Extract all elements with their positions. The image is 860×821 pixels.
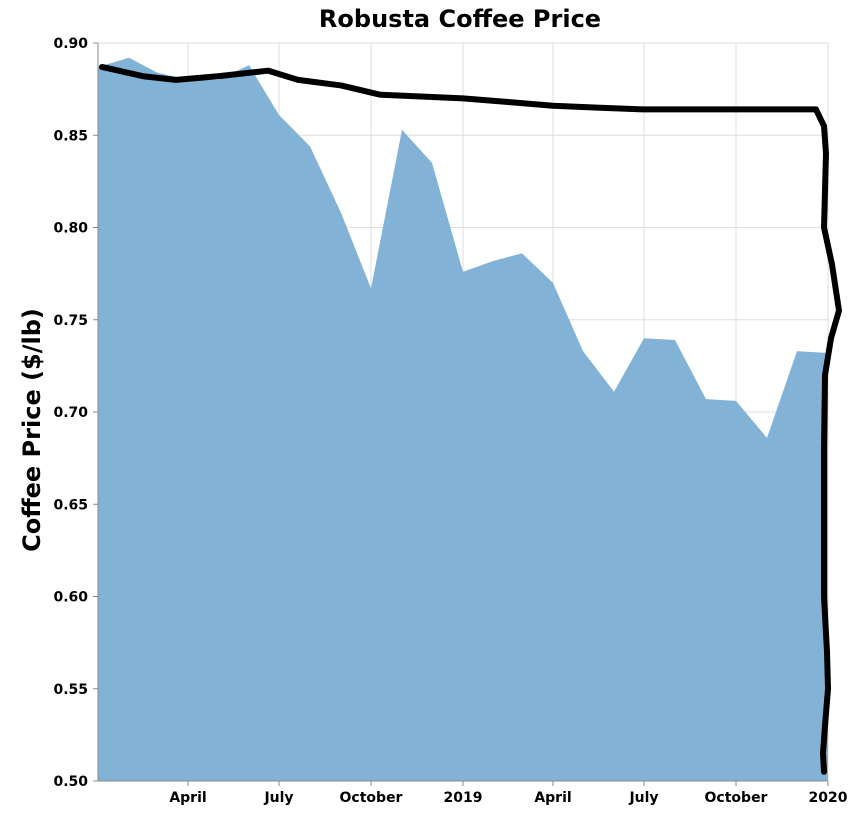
y-tick-label: 0.80: [53, 221, 88, 237]
x-tick-label: July: [263, 790, 293, 806]
x-tick-label: April: [169, 790, 206, 806]
y-axis-title: Coffee Price ($/lb): [18, 308, 46, 552]
x-tick-label: October: [340, 790, 403, 806]
x-tick-label: 2020: [809, 790, 848, 806]
x-tick-label: October: [705, 790, 768, 806]
hand-drawn-annotation: [99, 63, 842, 775]
y-tick-label: 0.85: [53, 128, 88, 144]
y-tick-labels: 0.50 0.55 0.60 0.65 0.70 0.75 0.80 0.85 0.90: [53, 36, 88, 790]
y-tick-label: 0.50: [53, 774, 88, 790]
y-tick-label: 0.75: [53, 313, 88, 329]
chart-title: Robusta Coffee Price: [319, 5, 601, 33]
x-tick-label: April: [534, 790, 571, 806]
x-tick-label: July: [628, 790, 658, 806]
y-tick-label: 0.70: [53, 405, 88, 421]
y-tick-label: 0.90: [53, 36, 88, 52]
price-area: [98, 57, 828, 781]
y-tick-label: 0.55: [53, 682, 88, 698]
x-tick-label: 2019: [444, 790, 483, 806]
y-tick-label: 0.60: [53, 590, 88, 606]
axes: [93, 42, 829, 786]
y-tick-label: 0.65: [53, 497, 88, 513]
x-tick-labels: April July October 2019 April July October 2020: [169, 790, 847, 806]
